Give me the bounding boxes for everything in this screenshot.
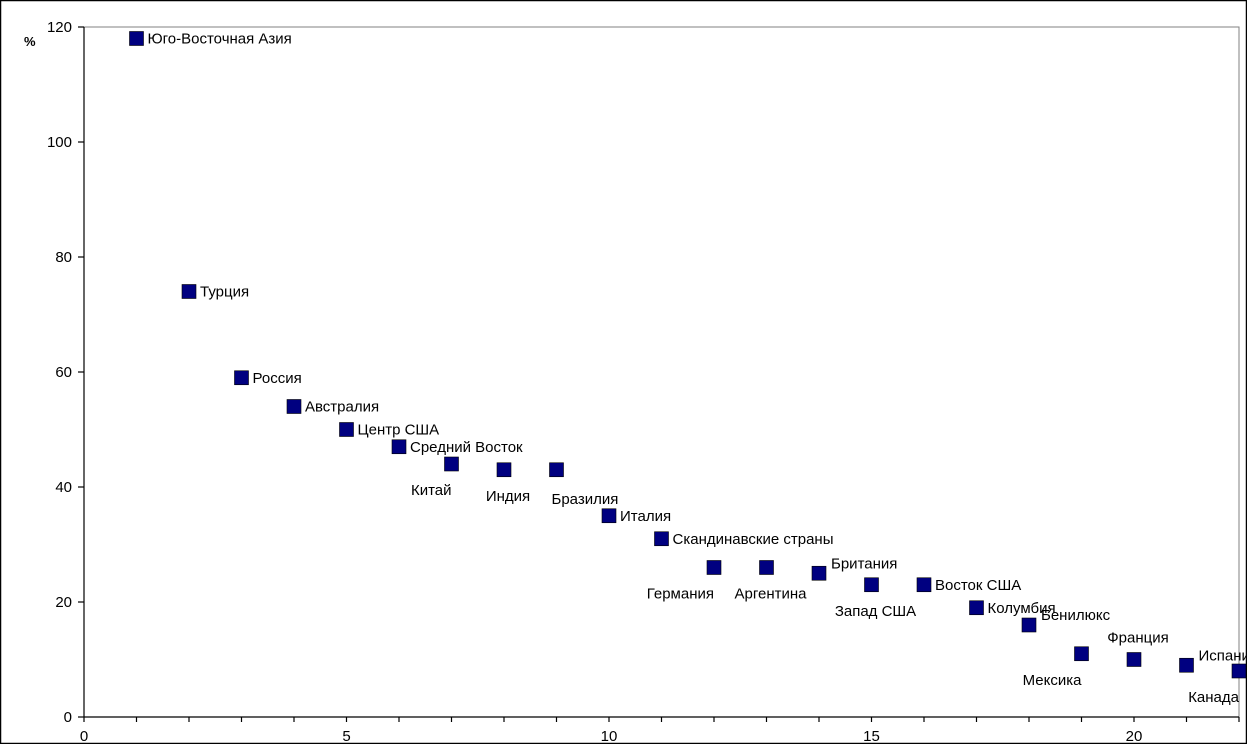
data-point-label: Индия bbox=[486, 488, 530, 505]
data-point bbox=[916, 577, 932, 593]
data-point bbox=[339, 422, 354, 437]
data-point-label: Италия bbox=[620, 508, 671, 525]
y-tick-label: 20 bbox=[55, 594, 72, 611]
y-axis: 0 20 40 60 80 100 120 bbox=[47, 19, 85, 726]
data-point bbox=[129, 31, 144, 46]
data-point-label: Австралия bbox=[305, 399, 379, 416]
data-point-label: Турция bbox=[200, 284, 249, 301]
data-point bbox=[549, 462, 564, 478]
data-point bbox=[496, 462, 512, 478]
data-point-label: Скандинавские страны bbox=[673, 531, 834, 548]
y-tick-label: 0 bbox=[64, 709, 72, 726]
data-point bbox=[601, 508, 617, 524]
data-point-label: Бенилюкс bbox=[1041, 607, 1111, 624]
data-point bbox=[759, 560, 774, 575]
data-point bbox=[181, 284, 197, 299]
data-point bbox=[1074, 646, 1089, 662]
y-tick-label: 100 bbox=[47, 134, 72, 151]
data-point-label: Восток США bbox=[935, 577, 1021, 594]
data-point-label: Британия bbox=[831, 555, 897, 572]
plot-area bbox=[83, 26, 1240, 718]
x-tick-label: 20 bbox=[1126, 728, 1143, 744]
data-point bbox=[391, 439, 407, 455]
x-tick-label: 0 bbox=[80, 728, 88, 744]
data-point-label: Средний Восток bbox=[410, 439, 523, 456]
data-point-label: Бразилия bbox=[552, 491, 619, 508]
data-point bbox=[1021, 617, 1037, 633]
x-tick-label: 10 bbox=[601, 728, 618, 744]
data-point-label: Китай bbox=[411, 482, 452, 499]
y-tick-label: 80 bbox=[55, 249, 72, 266]
data-point bbox=[706, 560, 722, 575]
x-tick-label: 5 bbox=[342, 728, 350, 744]
y-tick-label: 60 bbox=[55, 364, 72, 381]
data-points bbox=[129, 31, 1247, 679]
data-point bbox=[654, 531, 669, 547]
data-point bbox=[1126, 652, 1142, 667]
data-point-label: Юго-Восточная Азия bbox=[148, 31, 292, 48]
data-point-label: Франция bbox=[1107, 630, 1168, 647]
y-tick-label: 40 bbox=[55, 479, 72, 496]
data-point bbox=[1231, 663, 1247, 679]
data-point-label: Колумбия bbox=[988, 600, 1056, 617]
x-axis: 0 5 10 15 20 bbox=[80, 716, 1240, 744]
data-point-label: Аргентина bbox=[735, 586, 808, 603]
data-point bbox=[864, 577, 879, 593]
data-point-label: Запад США bbox=[835, 603, 916, 620]
data-point bbox=[234, 370, 249, 386]
data-point-label: Канада bbox=[1188, 689, 1239, 706]
y-axis-label: % bbox=[24, 34, 36, 49]
data-point-label: Россия bbox=[253, 370, 302, 387]
data-point bbox=[969, 600, 984, 616]
data-point-label: Испания bbox=[1199, 647, 1247, 664]
data-point-label: Мексика bbox=[1023, 672, 1083, 689]
data-point-label: Центр США bbox=[358, 422, 440, 439]
data-point bbox=[286, 399, 302, 414]
y-tick-label: 120 bbox=[47, 19, 72, 36]
data-point bbox=[811, 565, 827, 581]
data-point bbox=[444, 456, 459, 472]
data-point-label: Германия bbox=[647, 586, 714, 603]
x-tick-label: 15 bbox=[863, 728, 880, 744]
data-point bbox=[1179, 657, 1194, 673]
